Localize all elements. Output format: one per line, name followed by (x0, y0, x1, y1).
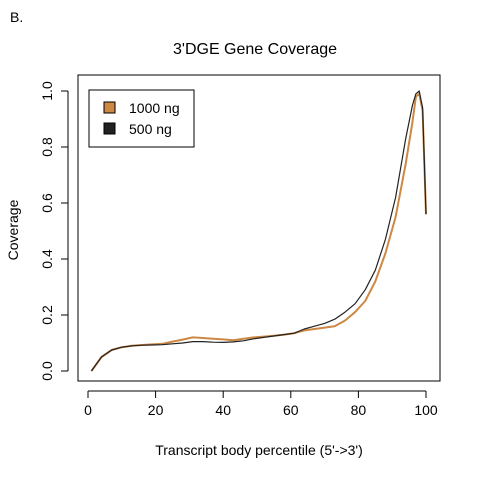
x-tick-label: 100 (414, 402, 438, 418)
legend-box (88, 89, 195, 148)
x-tick-label: 40 (215, 402, 231, 418)
x-tick-label: 20 (148, 402, 164, 418)
series-line-500ng (90, 90, 427, 372)
chart-title: 3'DGE Gene Coverage (173, 41, 337, 58)
y-tick-label: 0.8 (39, 137, 55, 157)
y-tick-label: 0.2 (39, 305, 55, 325)
y-tick-label: 1.0 (39, 81, 55, 101)
legend-label-500ng: 500 ng (129, 121, 172, 137)
legend-swatch-500ng (103, 122, 116, 135)
y-axis: 0.0 0.2 0.4 0.6 0.8 1.0 (39, 81, 69, 381)
y-tick-label: 0.4 (39, 249, 55, 269)
panel-label: B. (10, 9, 23, 25)
x-axis-label: Transcript body percentile (5'->3') (155, 442, 363, 458)
series-layer (90, 90, 427, 372)
legend: 1000 ng 500 ng (88, 89, 195, 148)
legend-swatch-1000ng (103, 101, 116, 114)
legend-label-1000ng: 1000 ng (129, 100, 180, 116)
x-tick-label: 0 (84, 402, 92, 418)
x-tick-label: 60 (283, 402, 299, 418)
x-axis: 0 20 40 60 80 100 (84, 390, 438, 418)
plot-frame (77, 74, 441, 382)
x-tick-label: 80 (351, 402, 367, 418)
y-tick-label: 0.0 (39, 361, 55, 381)
y-tick-label: 0.6 (39, 193, 55, 213)
y-axis-label: Coverage (5, 199, 21, 260)
